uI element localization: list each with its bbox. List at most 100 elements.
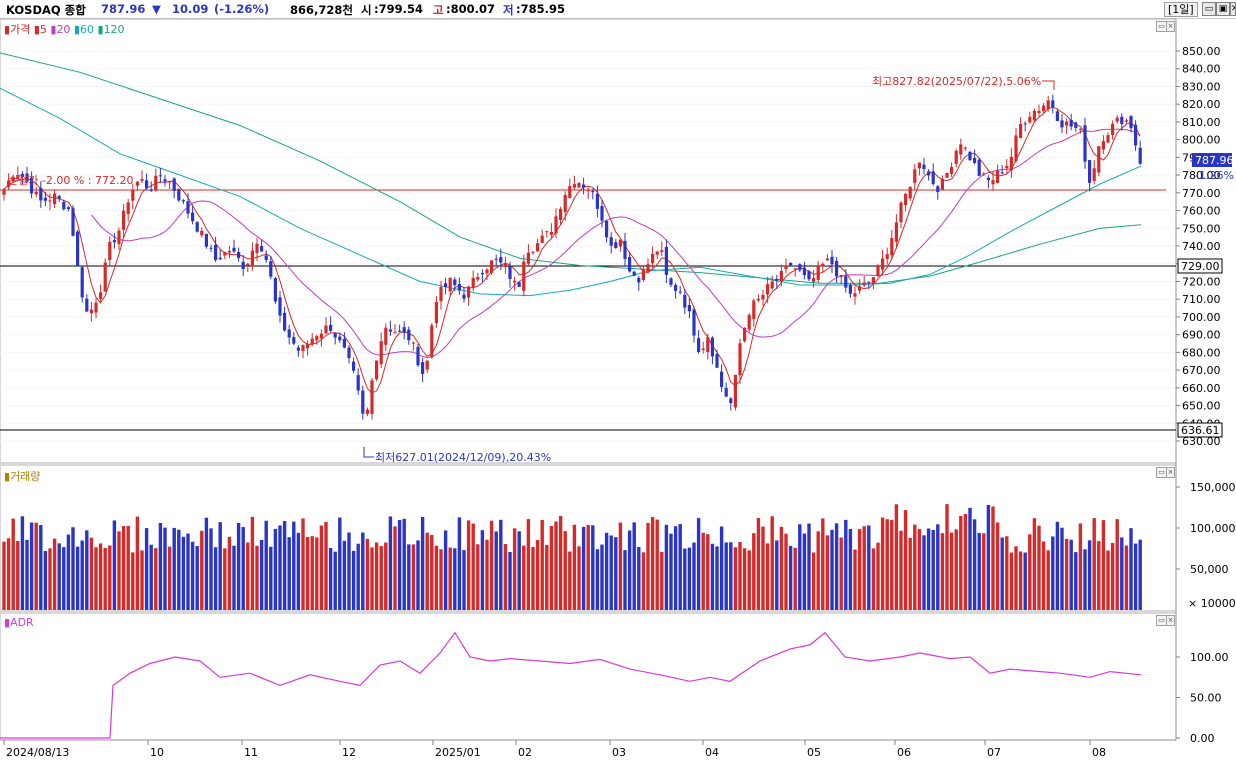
volume-value: 866,728천	[290, 3, 353, 17]
candle-body	[770, 281, 774, 289]
volume-bar	[696, 518, 701, 610]
price-y-axis: 850.00840.00830.00820.00810.00800.00790.…	[1176, 45, 1221, 448]
volume-bar	[338, 517, 342, 610]
candle-body	[338, 336, 342, 341]
volume-bar	[149, 544, 153, 610]
candle-body	[526, 252, 530, 264]
adr-legend: ▮ADR	[4, 616, 34, 629]
x-tick-label: 12	[342, 746, 356, 759]
volume-bar	[1005, 536, 1009, 610]
change-arrow: ▼	[152, 2, 161, 16]
volume-bar	[963, 513, 968, 610]
candle-body	[862, 282, 866, 286]
candles	[2, 94, 1142, 420]
volume-bar	[650, 517, 655, 610]
price-tick-label: 820.00	[1182, 98, 1221, 111]
volume-bar	[1046, 550, 1050, 610]
symbol-name[interactable]: KOSDAQ 종합	[6, 3, 86, 17]
candle-body	[53, 193, 57, 205]
candle-body	[1124, 120, 1128, 122]
candle-body	[1023, 123, 1027, 125]
volume-bar	[535, 540, 540, 610]
volume-bar	[747, 550, 751, 610]
volume-pane-close-icon[interactable]: ×	[1166, 467, 1175, 478]
volume-bar	[434, 545, 439, 610]
price-pane-close-icon[interactable]: ×	[1166, 21, 1175, 32]
volume-bar	[618, 522, 623, 610]
volume-bar	[867, 525, 871, 610]
volume-bar	[968, 507, 972, 610]
volume-bar	[503, 544, 508, 610]
candle-body	[710, 337, 714, 357]
candle-body	[637, 277, 641, 283]
volume-bar	[945, 504, 949, 610]
candle-body	[485, 269, 489, 274]
volume-bar	[190, 541, 195, 610]
candle-body	[241, 261, 245, 270]
volume-bar	[466, 520, 471, 610]
candle-body	[1138, 147, 1142, 164]
candle-body	[821, 263, 825, 267]
ma60-path	[0, 87, 1142, 297]
volume-bar	[954, 529, 958, 610]
volume-bar	[158, 523, 163, 610]
volume-bar	[278, 525, 282, 610]
candle-body	[752, 300, 756, 320]
candle-body	[669, 278, 673, 285]
candle-body	[333, 333, 337, 338]
candle-body	[766, 284, 770, 295]
candle-body	[917, 162, 921, 169]
volume-bar	[167, 546, 172, 610]
price-tick-label: 660.00	[1182, 382, 1221, 395]
candle-body	[683, 294, 687, 308]
candle-body	[1060, 120, 1064, 128]
volume-bar	[80, 540, 84, 610]
volume-bar	[71, 527, 75, 610]
price-grid	[0, 50, 1176, 442]
candle-body	[623, 240, 627, 260]
price-tick-label: 850.00	[1182, 45, 1221, 58]
volume-bar	[977, 532, 981, 610]
candle-body	[158, 175, 162, 177]
high-label: 고	[433, 3, 444, 17]
volume-bar	[425, 532, 429, 610]
volume-bar	[660, 551, 664, 610]
candle-body	[1088, 160, 1092, 183]
candle-body	[43, 197, 47, 201]
candle-body	[628, 256, 632, 272]
candle-body	[80, 267, 84, 298]
x-tick-label: 04	[705, 746, 719, 759]
volume-bar	[250, 516, 255, 610]
candle-body	[246, 263, 250, 266]
adr-pane-close-icon[interactable]: ×	[1166, 615, 1175, 626]
volume-bar	[936, 524, 940, 610]
volume-bar	[903, 510, 908, 610]
volume-bar	[1115, 519, 1119, 610]
candle-body	[660, 250, 664, 253]
maximize-icon[interactable]: ▣	[1216, 2, 1230, 16]
minimize-icon[interactable]: ▭	[1202, 2, 1216, 16]
candle-body	[370, 380, 374, 414]
volume-bar	[913, 524, 917, 610]
volume-bar	[1124, 545, 1129, 610]
volume-bar	[1106, 550, 1110, 610]
volume-bar	[236, 523, 241, 610]
candle-body	[761, 294, 765, 300]
candle-body	[577, 183, 581, 188]
current-price-tag: 787.96	[1195, 154, 1234, 167]
volume-bar	[255, 545, 259, 610]
volume-bar	[48, 548, 52, 610]
candle-body	[1078, 128, 1082, 130]
candle-body	[798, 264, 802, 271]
candle-body	[545, 231, 549, 233]
candle-body	[172, 178, 176, 191]
candle-body	[1129, 116, 1133, 129]
candle-body	[876, 266, 880, 277]
period-selector[interactable]: [1일]	[1164, 2, 1198, 17]
volume-bar	[476, 544, 480, 610]
candle-body	[471, 277, 475, 288]
candle-body	[283, 312, 287, 331]
candle-body	[430, 325, 434, 358]
volume-bar	[25, 539, 29, 610]
